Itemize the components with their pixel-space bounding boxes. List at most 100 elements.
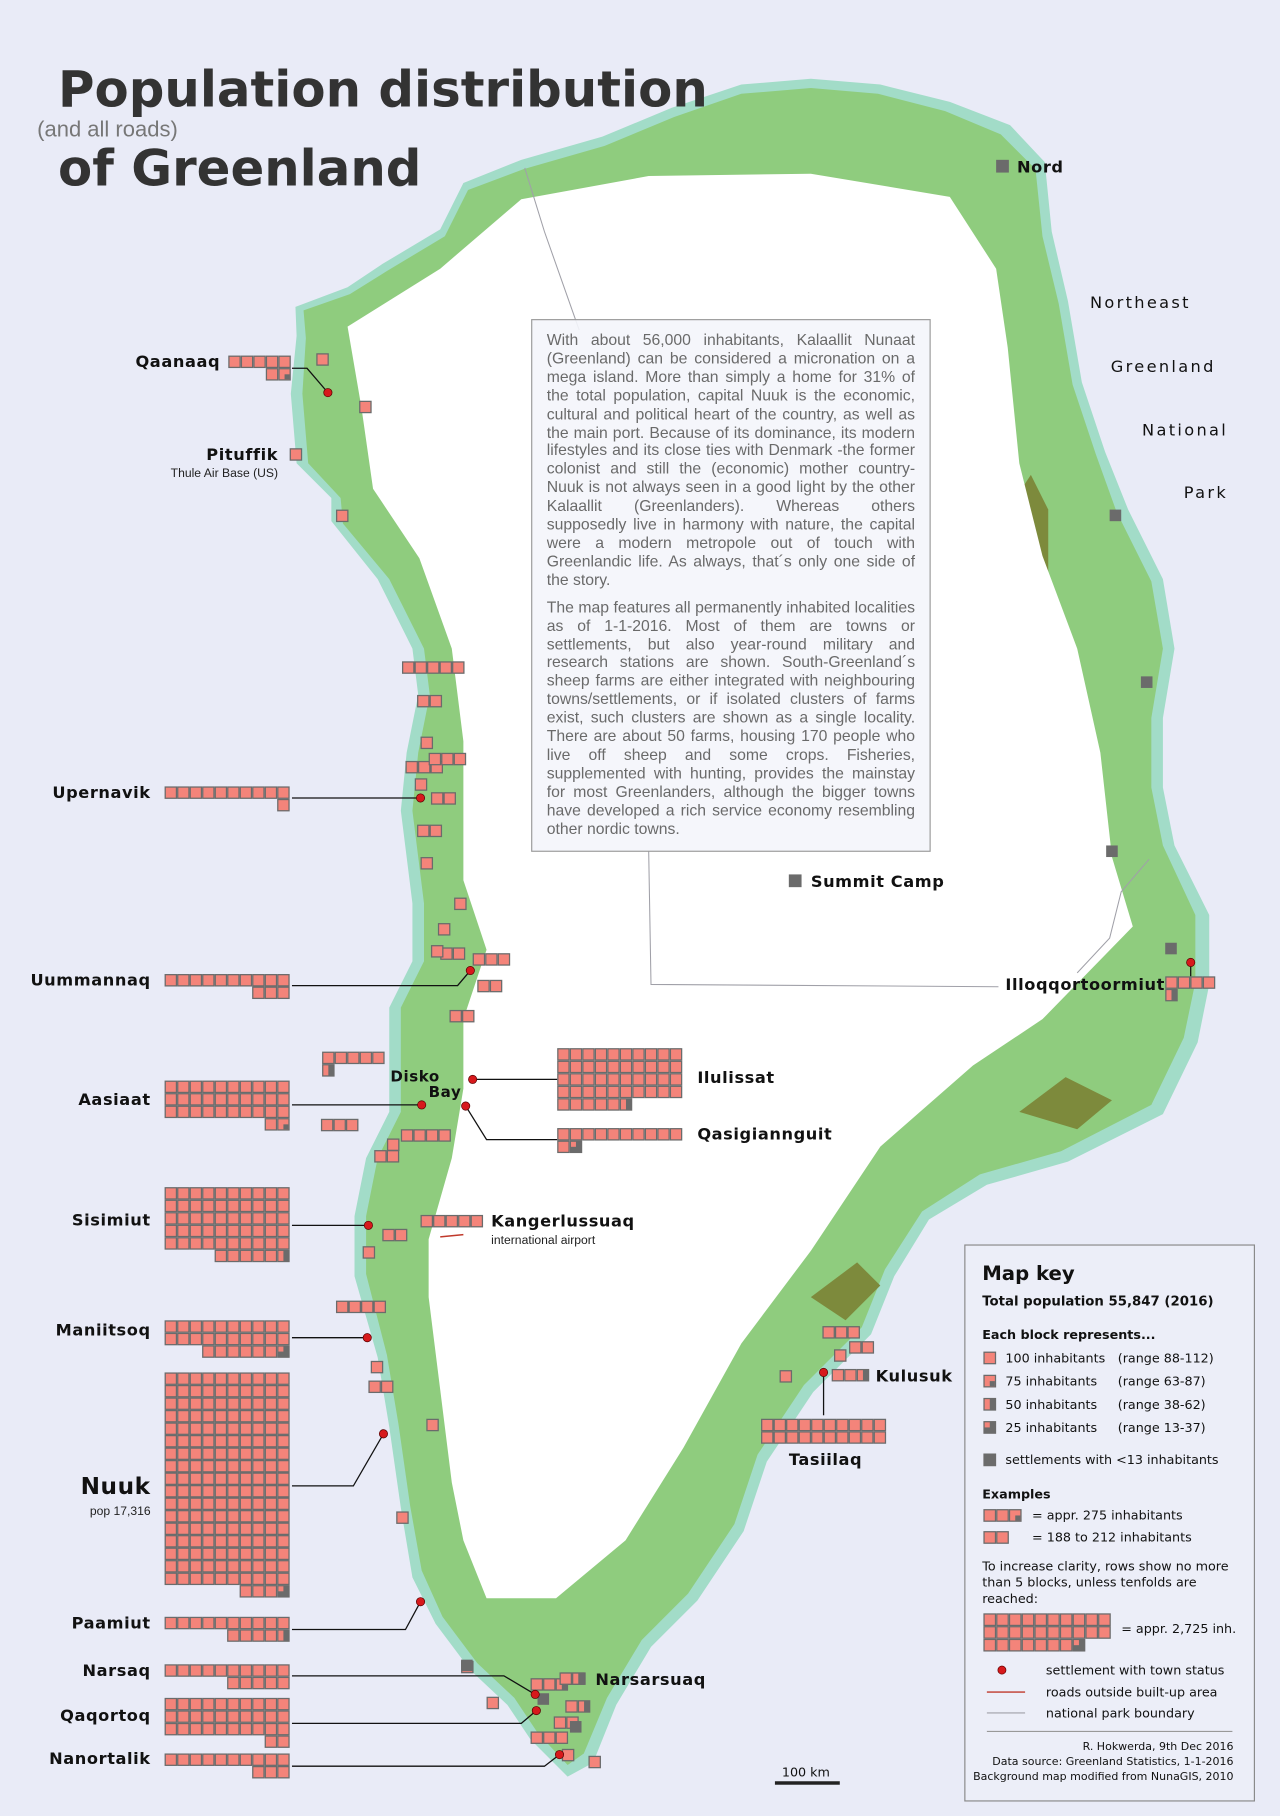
population-block: [822, 1326, 835, 1339]
population-block: [277, 1105, 290, 1119]
population-block: [177, 1397, 190, 1410]
population-block: [277, 1422, 290, 1435]
population-block: [164, 1199, 178, 1213]
population-block: [189, 1332, 203, 1346]
population-block: [252, 1187, 265, 1200]
settlement-marker: [417, 694, 443, 708]
population-block: [177, 1547, 190, 1561]
population-block: [164, 1237, 178, 1250]
population-block: [569, 1085, 583, 1099]
population-block: [277, 1320, 290, 1333]
town-sisimiut: Sisimiut: [72, 1187, 373, 1263]
population-block: [252, 1484, 265, 1498]
population-block: [227, 1560, 240, 1573]
population-block: [607, 1085, 620, 1099]
population-block: [277, 1447, 290, 1460]
population-block: [252, 1249, 265, 1263]
population-block: [632, 1048, 645, 1061]
population-block: [239, 1447, 253, 1460]
population-block: [831, 1368, 845, 1382]
settlement-marker: [414, 778, 428, 791]
population-block: [227, 1409, 240, 1423]
population-block: [164, 1187, 178, 1200]
population-block: [214, 1434, 228, 1448]
population-block: [164, 1484, 178, 1498]
population-block: [786, 1431, 799, 1444]
population-block: [239, 1664, 253, 1677]
population-block: [177, 1409, 190, 1423]
population-block: [202, 1510, 215, 1523]
population-block: [530, 1678, 544, 1691]
population-block: [264, 1249, 278, 1263]
population-block: [227, 1212, 240, 1225]
population-block: [239, 1397, 253, 1410]
population-block: [277, 1459, 290, 1473]
population-block: [1008, 1613, 1022, 1627]
label-bay: Bay: [429, 1083, 462, 1101]
population-block: [239, 1422, 253, 1435]
population-block: [334, 1051, 348, 1065]
population-block: [177, 1447, 190, 1460]
town-kangerlussuaq: Kangerlussuaq international airport: [420, 1211, 634, 1247]
leader-line: [291, 970, 471, 987]
population-block: [264, 1093, 278, 1106]
population-block: [202, 1345, 215, 1358]
population-block: [461, 1009, 475, 1023]
key-row-range: (range 13-37): [1118, 1421, 1206, 1436]
population-block: [277, 1664, 290, 1677]
population-block: [214, 1397, 228, 1410]
population-block: [362, 1246, 376, 1259]
population-block: [252, 1547, 265, 1561]
population-block: [277, 1676, 290, 1690]
settlement-marker: [477, 979, 503, 993]
population-block: [227, 1372, 240, 1385]
population-block: [264, 986, 278, 1000]
population-block: [277, 1753, 290, 1766]
population-block: [644, 1073, 658, 1086]
population-block: [214, 1560, 228, 1573]
population-block: [239, 1585, 253, 1598]
population-block: [277, 786, 290, 799]
population-block: [164, 1497, 178, 1511]
population-block: [164, 1332, 178, 1346]
population-block: [569, 1098, 583, 1111]
population-block: [252, 974, 265, 987]
population-block: [264, 1722, 278, 1736]
population-block: [557, 1098, 570, 1111]
title-line1: Population distribution: [58, 61, 708, 119]
population-block: [239, 1093, 253, 1106]
population-block: [252, 1753, 265, 1766]
settlement-marker: [368, 1380, 394, 1394]
key-examples-title: Examples: [982, 1488, 1050, 1503]
population-block: [189, 1497, 203, 1511]
settlement-marker: [440, 947, 466, 960]
population-block: [773, 1418, 787, 1432]
population-block: [277, 1372, 290, 1385]
population-block: [239, 1560, 253, 1573]
population-block: [264, 1697, 278, 1711]
settlement-marker: [382, 1228, 408, 1242]
intro-box: [531, 319, 931, 852]
town-label: Kulusuk: [876, 1367, 954, 1386]
leader-line: [291, 1601, 422, 1631]
population-block: [470, 1214, 484, 1228]
leader-line: [291, 367, 329, 394]
population-block: [594, 1048, 608, 1061]
population-block: [214, 1472, 228, 1485]
key-roads: roads outside built-up area: [1046, 1686, 1218, 1701]
population-block: [189, 1384, 203, 1398]
settlement-marker: [454, 897, 467, 911]
population-block: [773, 1431, 787, 1444]
population-block: [983, 1613, 997, 1627]
population-block: [277, 1510, 290, 1523]
region-labels: Disko Bay Northeast Greenland National P…: [390, 293, 1228, 1101]
population-block: [594, 1128, 608, 1141]
settlement-marker: [316, 353, 329, 366]
settlement-marker: [1165, 942, 1177, 955]
population-block: [239, 1320, 253, 1333]
population-block: [414, 661, 428, 674]
label-park-3: National: [1142, 420, 1228, 439]
population-block: [177, 1697, 190, 1711]
population-block: [1047, 1638, 1060, 1652]
population-block: [189, 786, 203, 799]
